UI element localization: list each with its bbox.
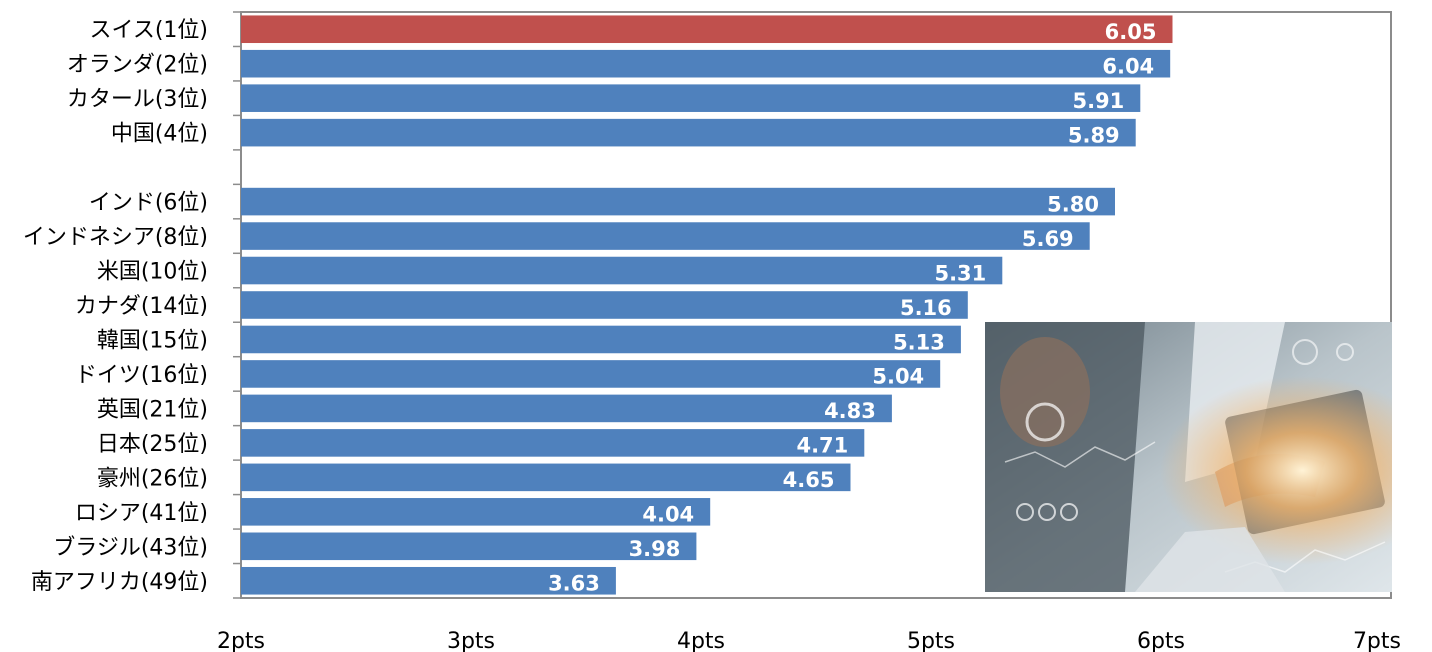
value-label: 3.98 xyxy=(629,537,681,561)
category-label: 日本(25位) xyxy=(97,432,208,457)
x-tick-label: 5pts xyxy=(907,629,955,652)
value-label: 4.83 xyxy=(824,399,876,423)
bar xyxy=(241,49,1171,78)
value-label: 5.80 xyxy=(1047,192,1099,216)
bar xyxy=(241,394,892,423)
value-label: 6.04 xyxy=(1102,54,1154,78)
x-tick-label: 4pts xyxy=(677,629,725,652)
value-label: 5.89 xyxy=(1068,123,1120,147)
bar xyxy=(241,291,968,319)
category-label: 米国(10位) xyxy=(97,260,208,285)
x-tick-label: 7pts xyxy=(1353,629,1401,652)
value-label: 4.71 xyxy=(796,434,848,458)
bar xyxy=(241,532,697,561)
bar xyxy=(241,498,711,526)
value-label: 5.69 xyxy=(1022,227,1074,251)
category-label: ロシア(41位) xyxy=(75,501,208,526)
category-label: インドネシア(8位) xyxy=(23,225,208,250)
bar xyxy=(241,118,1136,147)
bar xyxy=(241,566,616,595)
bar xyxy=(241,222,1090,250)
bar xyxy=(241,463,851,492)
bar xyxy=(241,15,1173,44)
category-label: 南アフリカ(49位) xyxy=(31,570,208,595)
value-label: 3.63 xyxy=(548,572,600,596)
x-tick-label: 2pts xyxy=(217,629,265,652)
value-label: 5.13 xyxy=(893,330,945,354)
bar xyxy=(241,187,1115,216)
value-label: 5.04 xyxy=(872,365,924,389)
category-label: スイス(1位) xyxy=(89,18,208,43)
bar xyxy=(241,84,1141,112)
category-label: 豪州(26位) xyxy=(97,466,208,491)
category-label: ドイツ(16位) xyxy=(75,363,208,388)
value-label: 5.16 xyxy=(900,296,952,320)
category-label: インド(6位) xyxy=(89,191,208,216)
value-label: 4.65 xyxy=(783,468,835,492)
category-label: 韓国(15位) xyxy=(97,328,208,353)
category-label: カタール(3位) xyxy=(67,87,208,112)
value-label: 4.04 xyxy=(642,503,694,527)
x-tick-label: 6pts xyxy=(1137,629,1185,652)
bar xyxy=(241,256,1003,285)
category-label: カナダ(14位) xyxy=(75,294,208,319)
category-label: オランダ(2位) xyxy=(67,53,208,78)
bar xyxy=(241,360,941,388)
business-laptop-photo xyxy=(985,322,1392,592)
category-label: ブラジル(43位) xyxy=(53,535,208,560)
value-label: 5.91 xyxy=(1072,89,1124,113)
x-tick-label: 3pts xyxy=(447,629,495,652)
bar xyxy=(241,429,865,457)
category-label: 英国(21位) xyxy=(97,397,208,422)
value-label: 5.31 xyxy=(934,261,986,285)
bar xyxy=(241,325,961,354)
category-label: 中国(4位) xyxy=(111,122,208,147)
value-label: 6.05 xyxy=(1105,20,1157,44)
